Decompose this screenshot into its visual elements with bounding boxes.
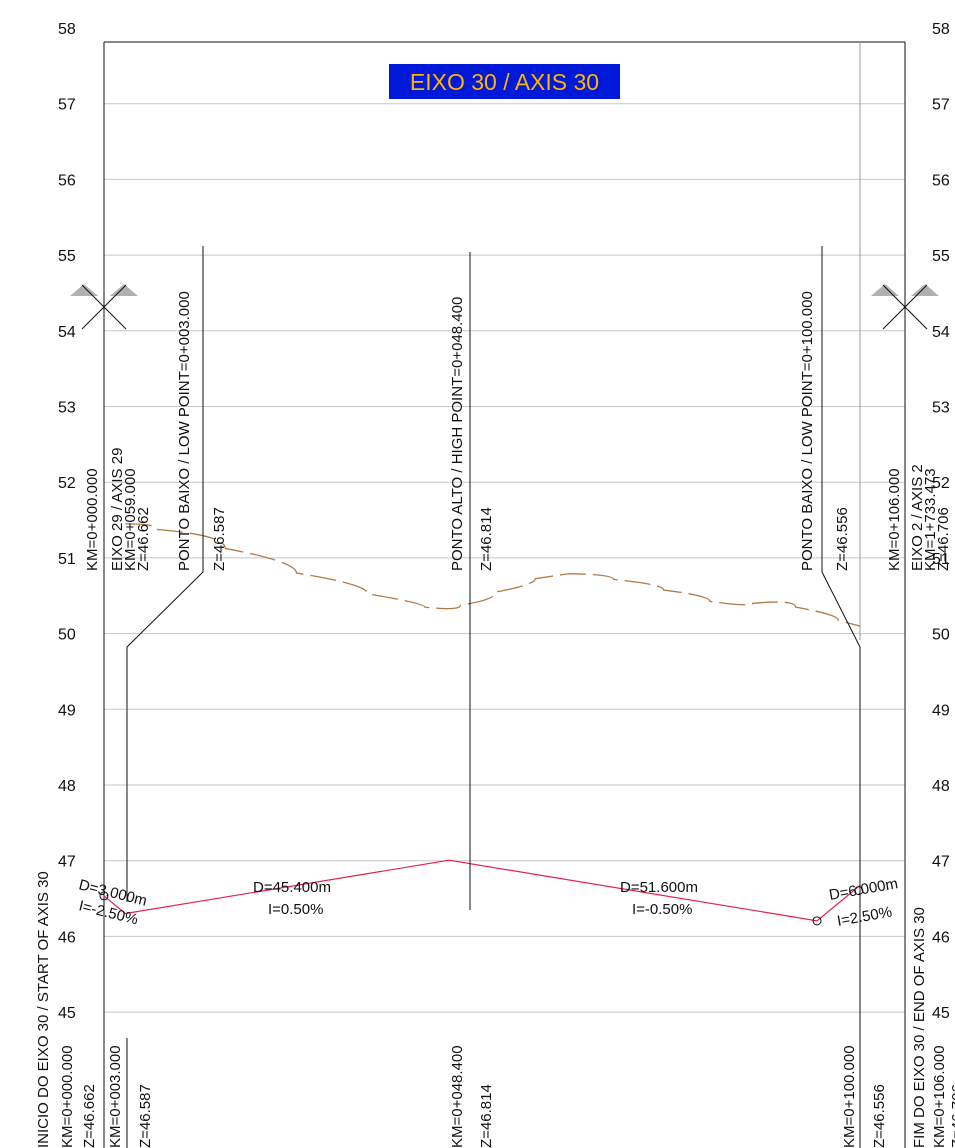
segment-3-distance: D=51.600m [620, 879, 698, 896]
callout-axis29-line: Z=46.662 [135, 507, 152, 571]
grade-point-start [99, 891, 109, 901]
callout-axis2-line: EIXO 2 / AXIS 2 [909, 464, 926, 571]
text-labels: 58 58 57 57 56 56 55 55 54 54 53 53 52 52 51 51 50 50 49 49… [35, 21, 955, 1148]
elevation-tick-right: 46 [932, 929, 950, 946]
callout-low-point-2-z: Z=46.556 [834, 507, 851, 571]
elevation-tick-left: 45 [58, 1005, 76, 1022]
marker-triangle [871, 284, 899, 296]
elevation-tick-right: 52 [932, 475, 950, 492]
profile-frame [70, 41, 939, 1148]
elevation-tick-right: 48 [932, 778, 950, 795]
segment-2-distance: D=45.400m [253, 879, 331, 896]
design-grade-line [99, 859, 864, 926]
bottom-end-z: Z=46.706 [949, 1084, 955, 1148]
elevation-tick-left: 50 [58, 627, 76, 644]
segment-4-distance: D=6.000m [828, 875, 900, 904]
elevation-tick-left: 52 [58, 475, 76, 492]
elevation-tick-right: 45 [932, 1005, 950, 1022]
grade-point-end [854, 886, 864, 896]
elevation-tick-left: 48 [58, 778, 76, 795]
elevation-tick-left: 49 [58, 702, 76, 719]
elevation-tick-right: 53 [932, 400, 950, 417]
callout-low-point-1-z: Z=46.587 [211, 507, 228, 571]
bottom-end-km: KM=0+106.000 [931, 1045, 948, 1148]
callout-leader-low-point-2 [821, 246, 861, 1148]
bottom-low1-z: Z=46.587 [137, 1084, 154, 1148]
axis-intersection-marker-end [871, 284, 939, 330]
elevation-tick-right: 51 [932, 551, 950, 568]
existing-terrain-line [125, 523, 860, 627]
bottom-start-km: KM=0+000.000 [59, 1045, 76, 1148]
elevation-tick-right: 56 [932, 172, 950, 189]
elevation-tick-right: 50 [932, 627, 950, 644]
elevation-tick-right: 55 [932, 248, 950, 265]
callout-axis29-line: EIXO 29 / AXIS 29 [109, 448, 126, 571]
segment-2-slope: I=0.50% [268, 901, 323, 918]
elevation-tick-right: 58 [932, 21, 950, 38]
callout-axis29-line: KM=0+059.000 [122, 468, 139, 571]
grade-polyline [103, 859, 861, 922]
marker-triangle [70, 284, 98, 296]
bottom-start-z: Z=46.662 [81, 1084, 98, 1148]
bottom-start-title: INICIO DO EIXO 30 / START OF AXIS 30 [35, 871, 52, 1148]
marker-cross [882, 284, 928, 330]
elevation-tick-left: 53 [58, 400, 76, 417]
vertical-callouts [126, 246, 861, 1148]
callout-km-start: KM=0+000.000 [84, 468, 101, 571]
elevation-tick-left: 55 [58, 248, 76, 265]
callout-low-point-1-title: PONTO BAIXO / LOW POINT=0+003.000 [176, 291, 193, 571]
bottom-high-z: Z=46.814 [478, 1084, 495, 1148]
callout-axis2-line: KM=1+733.473 [922, 468, 939, 571]
callout-high-point-z: Z=46.814 [478, 507, 495, 571]
terrain-polyline [125, 523, 860, 627]
elevation-grid [104, 103, 905, 1013]
callout-leader-low-point-1 [126, 246, 204, 902]
elevation-tick-right: 47 [932, 854, 950, 871]
bottom-low2-km: KM=0+100.000 [841, 1045, 858, 1148]
callout-km-end: KM=0+106.000 [886, 468, 903, 571]
marker-triangle [911, 284, 939, 296]
bottom-low2-z: Z=46.556 [871, 1084, 888, 1148]
elevation-tick-left: 47 [58, 854, 76, 871]
bottom-high-km: KM=0+048.400 [449, 1045, 466, 1148]
elevation-tick-left: 54 [58, 324, 76, 341]
bottom-low1-km: KM=0+003.000 [107, 1045, 124, 1148]
segment-4-slope: I=2.50% [836, 904, 894, 930]
grade-point-low2 [812, 916, 822, 926]
callout-low-point-2-title: PONTO BAIXO / LOW POINT=0+100.000 [799, 291, 816, 571]
callout-high-point-title: PONTO ALTO / HIGH POINT=0+048.400 [449, 297, 466, 571]
elevation-tick-left: 58 [58, 21, 76, 38]
elevation-tick-left: 56 [58, 172, 76, 189]
elevation-tick-right: 57 [932, 97, 950, 114]
elevation-tick-left: 46 [58, 929, 76, 946]
axis-intersection-marker-start [70, 284, 138, 330]
profile-title: EIXO 30 / AXIS 30 [389, 64, 620, 99]
marker-cross [81, 284, 127, 330]
profile-title-text: EIXO 30 / AXIS 30 [410, 69, 599, 95]
segment-3-slope: I=-0.50% [632, 901, 692, 918]
callout-axis2-line: Z=46.706 [935, 507, 952, 571]
elevation-tick-left: 51 [58, 551, 76, 568]
title-background [389, 64, 620, 99]
marker-triangle [110, 284, 138, 296]
elevation-tick-right: 54 [932, 324, 950, 341]
elevation-tick-left: 57 [58, 97, 76, 114]
bottom-end-title: FIM DO EIXO 30 / END OF AXIS 30 [911, 907, 928, 1148]
elevation-tick-right: 49 [932, 702, 950, 719]
